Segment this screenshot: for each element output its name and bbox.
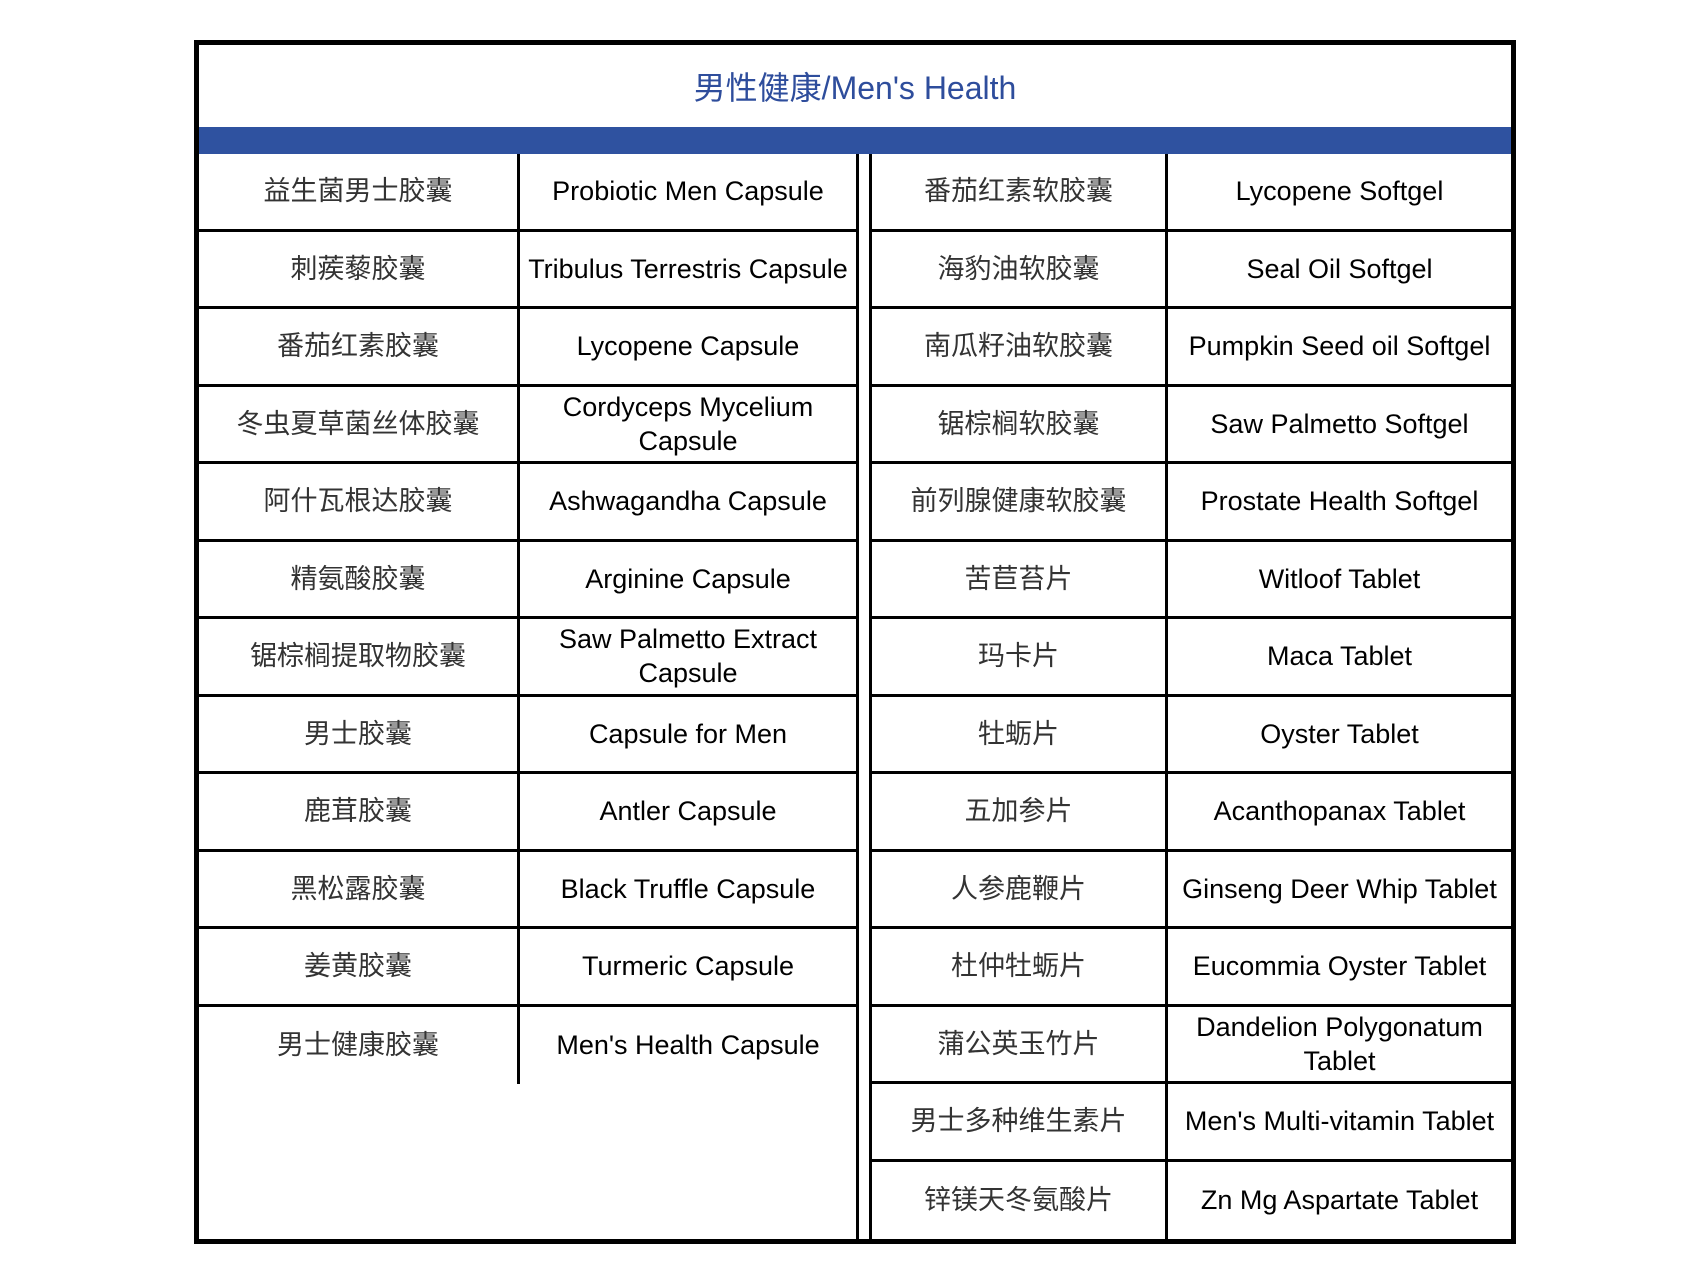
english-name-cell: Antler Capsule <box>599 796 777 827</box>
english-name-cell: Acanthopanax Tablet <box>1213 796 1466 827</box>
english-name-cell: Oyster Tablet <box>1260 718 1419 749</box>
table-row: 精氨酸胶囊 Arginine Capsule <box>199 541 856 619</box>
chinese-name-cell: 姜黄胶囊 <box>199 929 520 1004</box>
table-row: 番茄红素胶囊 Lycopene Capsule <box>199 309 856 387</box>
table-row: 海豹油软胶囊 Seal Oil Softgel <box>872 231 1511 309</box>
table-row: 玛卡片 Maca Tablet <box>872 619 1511 697</box>
left-column-group: 益生菌男士胶囊 Probiotic Men Capsule 刺蒺藜胶囊 Tribulu… <box>199 154 859 1239</box>
table-row: 男士健康胶囊 Men's Health Capsule <box>199 1006 856 1084</box>
table-row: 五加参片 Acanthopanax Tablet <box>872 774 1511 852</box>
english-name-cell: Turmeric Capsule <box>581 951 795 982</box>
table-row: 锯棕榈软胶囊 Saw Palmetto Softgel <box>872 386 1511 464</box>
table-row: 牡蛎片 Oyster Tablet <box>872 696 1511 774</box>
table-row: 前列腺健康软胶囊 Prostate Health Softgel <box>872 464 1511 542</box>
table-row: 人参鹿鞭片 Ginseng Deer Whip Tablet <box>872 851 1511 929</box>
table-row: 刺蒺藜胶囊 Tribulus Terrestris Capsule <box>199 231 856 309</box>
chinese-name-cell: 前列腺健康软胶囊 <box>872 464 1168 539</box>
column-divider <box>859 154 869 1239</box>
english-name-cell: Saw Palmetto Extract Capsule <box>558 624 818 689</box>
english-name-cell: Seal Oil Softgel <box>1246 253 1433 284</box>
chinese-name-cell: 牡蛎片 <box>872 696 1168 771</box>
english-name-cell: Lycopene Capsule <box>576 331 800 362</box>
chinese-name-cell: 男士胶囊 <box>199 696 520 771</box>
table-row: 苦苣苔片 Witloof Tablet <box>872 541 1511 619</box>
table-row: 冬虫夏草菌丝体胶囊 Cordyceps Mycelium Capsule <box>199 386 856 464</box>
chinese-name-cell: 蒲公英玉竹片 <box>872 1006 1168 1081</box>
chinese-name-cell: 锯棕榈提取物胶囊 <box>199 619 520 694</box>
chinese-name-cell: 苦苣苔片 <box>872 541 1168 616</box>
english-name-cell: Maca Tablet <box>1266 641 1413 672</box>
chinese-name-cell: 番茄红素软胶囊 <box>872 154 1168 229</box>
table-row: 锌镁天冬氨酸片 Zn Mg Aspartate Tablet <box>872 1161 1511 1239</box>
english-name-cell: Probiotic Men Capsule <box>552 176 824 207</box>
chinese-name-cell: 海豹油软胶囊 <box>872 231 1168 306</box>
table-row: 鹿茸胶囊 Antler Capsule <box>199 774 856 852</box>
chinese-name-cell: 刺蒺藜胶囊 <box>199 231 520 306</box>
chinese-name-cell: 精氨酸胶囊 <box>199 541 520 616</box>
english-name-cell: Prostate Health Softgel <box>1200 486 1479 517</box>
right-column-group: 番茄红素软胶囊 Lycopene Softgel 海豹油软胶囊 Seal Oil So… <box>869 154 1511 1239</box>
english-name-cell: Tribulus Terrestris Capsule <box>528 253 848 284</box>
table-row: 蒲公英玉竹片 Dandelion Polygonatum Tablet <box>872 1006 1511 1084</box>
english-name-cell: Ashwagandha Capsule <box>549 486 827 517</box>
english-name-cell: Eucommia Oyster Tablet <box>1192 951 1487 982</box>
chinese-name-cell: 男士多种维生素片 <box>872 1084 1168 1159</box>
table-title: 男性健康/Men's Health <box>693 70 1017 106</box>
chinese-name-cell: 男士健康胶囊 <box>199 1006 520 1084</box>
chinese-name-cell: 冬虫夏草菌丝体胶囊 <box>199 386 520 461</box>
table-row: 杜仲牡蛎片 Eucommia Oyster Tablet <box>872 929 1511 1007</box>
chinese-name-cell: 黑松露胶囊 <box>199 851 520 926</box>
chinese-name-cell: 五加参片 <box>872 774 1168 849</box>
english-name-cell: Black Truffle Capsule <box>560 873 816 904</box>
table-row: 番茄红素软胶囊 Lycopene Softgel <box>872 154 1511 232</box>
chinese-name-cell: 阿什瓦根达胶囊 <box>199 464 520 539</box>
header-band <box>199 127 1511 154</box>
chinese-name-cell: 锌镁天冬氨酸片 <box>872 1161 1168 1239</box>
table-row: 男士胶囊 Capsule for Men <box>199 696 856 774</box>
english-name-cell: Arginine Capsule <box>585 563 791 594</box>
english-name-cell: Ginseng Deer Whip Tablet <box>1182 873 1497 904</box>
chinese-name-cell: 番茄红素胶囊 <box>199 309 520 384</box>
chinese-name-cell: 锯棕榈软胶囊 <box>872 386 1168 461</box>
chinese-name-cell: 杜仲牡蛎片 <box>872 929 1168 1004</box>
table-row: 南瓜籽油软胶囊 Pumpkin Seed oil Softgel <box>872 309 1511 387</box>
chinese-name-cell: 人参鹿鞭片 <box>872 851 1168 926</box>
table-row: 益生菌男士胶囊 Probiotic Men Capsule <box>199 154 856 232</box>
english-name-cell: Zn Mg Aspartate Tablet <box>1200 1185 1479 1216</box>
table-row: 姜黄胶囊 Turmeric Capsule <box>199 929 856 1007</box>
chinese-name-cell: 玛卡片 <box>872 619 1168 694</box>
table-row: 男士多种维生素片 Men's Multi-vitamin Tablet <box>872 1084 1511 1162</box>
english-name-cell: Saw Palmetto Softgel <box>1210 408 1469 439</box>
table-row: 黑松露胶囊 Black Truffle Capsule <box>199 851 856 929</box>
english-name-cell: Pumpkin Seed oil Softgel <box>1188 331 1491 362</box>
table-row: 阿什瓦根达胶囊 Ashwagandha Capsule <box>199 464 856 542</box>
english-name-cell: Cordyceps Mycelium Capsule <box>562 391 814 456</box>
english-name-cell: Capsule for Men <box>588 718 788 749</box>
english-name-cell: Lycopene Softgel <box>1235 176 1444 207</box>
english-name-cell: Men's Health Capsule <box>556 1030 820 1061</box>
chinese-name-cell: 鹿茸胶囊 <box>199 774 520 849</box>
english-name-cell: Dandelion Polygonatum Tablet <box>1196 1011 1483 1076</box>
table-row: 锯棕榈提取物胶囊 Saw Palmetto Extract Capsule <box>199 619 856 697</box>
chinese-name-cell: 益生菌男士胶囊 <box>199 154 520 229</box>
english-name-cell: Men's Multi-vitamin Tablet <box>1184 1106 1495 1137</box>
english-name-cell: Witloof Tablet <box>1258 563 1421 594</box>
chinese-name-cell: 南瓜籽油软胶囊 <box>872 309 1168 384</box>
product-table: 男性健康/Men's Health 益生菌男士胶囊 Probiotic Men C… <box>194 40 1516 1244</box>
